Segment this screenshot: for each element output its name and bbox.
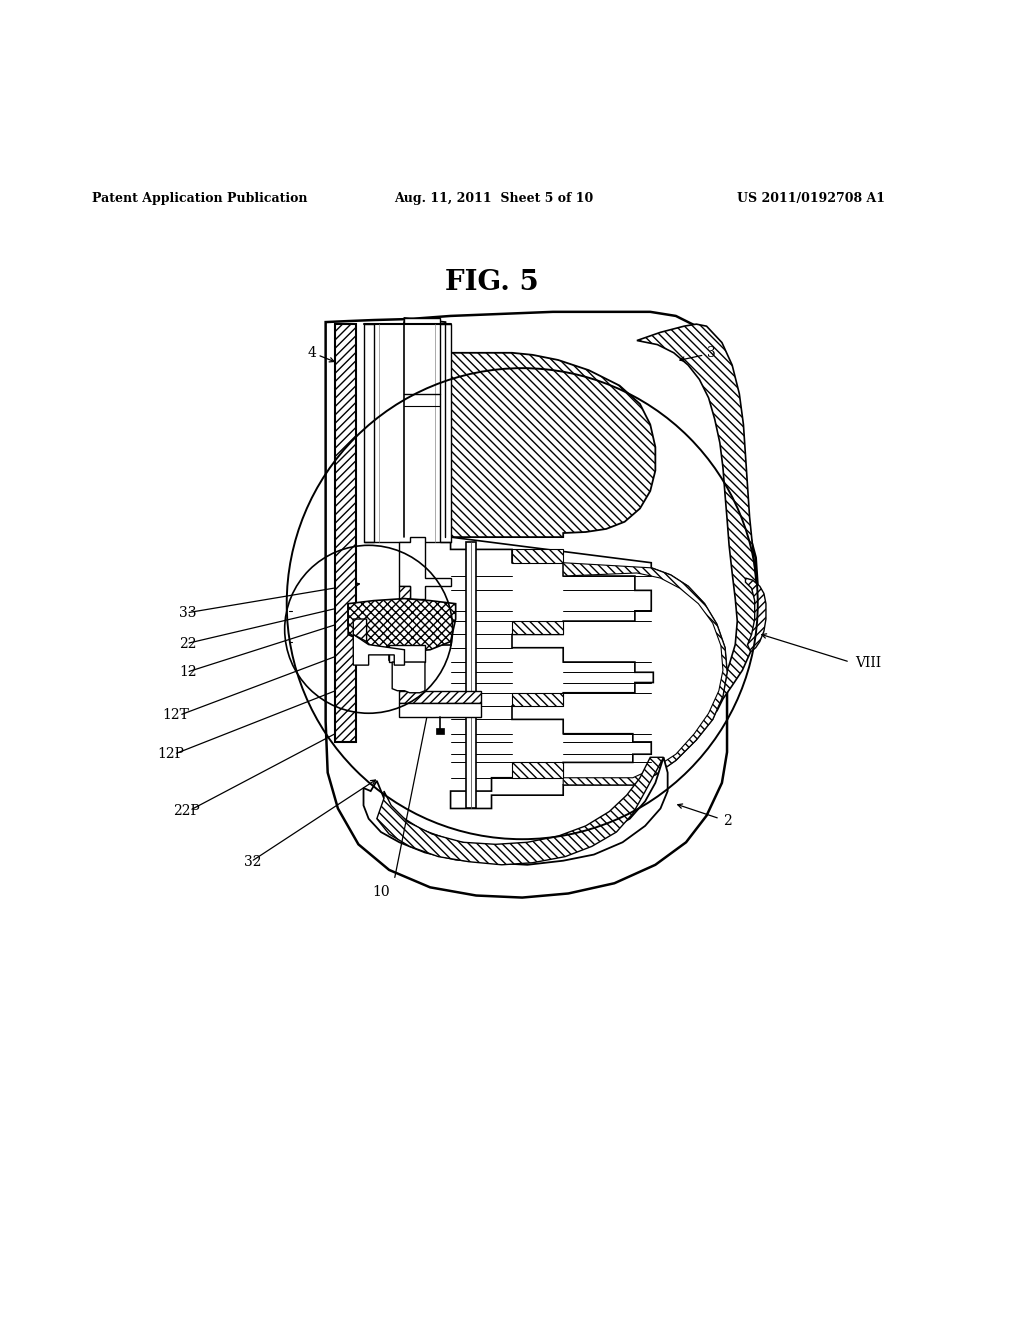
Polygon shape <box>404 318 655 537</box>
Bar <box>374 325 440 543</box>
Polygon shape <box>353 635 404 665</box>
Polygon shape <box>512 622 563 635</box>
Polygon shape <box>374 325 440 537</box>
Text: 3: 3 <box>708 346 716 360</box>
Polygon shape <box>440 325 451 543</box>
Text: 22: 22 <box>179 636 197 651</box>
Text: 12T: 12T <box>163 709 189 722</box>
Polygon shape <box>364 325 374 543</box>
Text: US 2011/0192708 A1: US 2011/0192708 A1 <box>737 191 886 205</box>
Polygon shape <box>512 763 563 777</box>
Polygon shape <box>466 543 476 808</box>
Polygon shape <box>335 325 356 742</box>
Polygon shape <box>326 312 758 898</box>
Text: Aug. 11, 2011  Sheet 5 of 10: Aug. 11, 2011 Sheet 5 of 10 <box>394 191 594 205</box>
Polygon shape <box>392 663 425 693</box>
Polygon shape <box>348 598 456 652</box>
Polygon shape <box>377 758 664 865</box>
Bar <box>436 727 444 734</box>
Polygon shape <box>348 603 451 660</box>
Text: 4: 4 <box>308 346 316 360</box>
Text: 32: 32 <box>244 855 261 869</box>
Text: 2: 2 <box>723 813 732 828</box>
Polygon shape <box>399 586 410 619</box>
Polygon shape <box>563 562 727 785</box>
Polygon shape <box>512 549 563 562</box>
Text: 22P: 22P <box>173 804 200 817</box>
Text: VIII: VIII <box>855 656 882 671</box>
Text: 33: 33 <box>179 606 197 620</box>
Polygon shape <box>399 537 451 598</box>
Text: 10: 10 <box>372 886 390 899</box>
Polygon shape <box>389 644 425 663</box>
Polygon shape <box>745 578 766 652</box>
Polygon shape <box>399 704 481 717</box>
Polygon shape <box>512 693 563 706</box>
Text: 12: 12 <box>179 665 197 680</box>
Polygon shape <box>404 352 445 532</box>
Text: Patent Application Publication: Patent Application Publication <box>92 191 307 205</box>
Text: FIG. 5: FIG. 5 <box>444 269 539 296</box>
Polygon shape <box>637 325 758 711</box>
Polygon shape <box>353 619 367 642</box>
Polygon shape <box>399 690 481 704</box>
Polygon shape <box>364 758 668 865</box>
Text: 12P: 12P <box>158 747 184 762</box>
Polygon shape <box>404 318 440 352</box>
Polygon shape <box>451 537 727 808</box>
